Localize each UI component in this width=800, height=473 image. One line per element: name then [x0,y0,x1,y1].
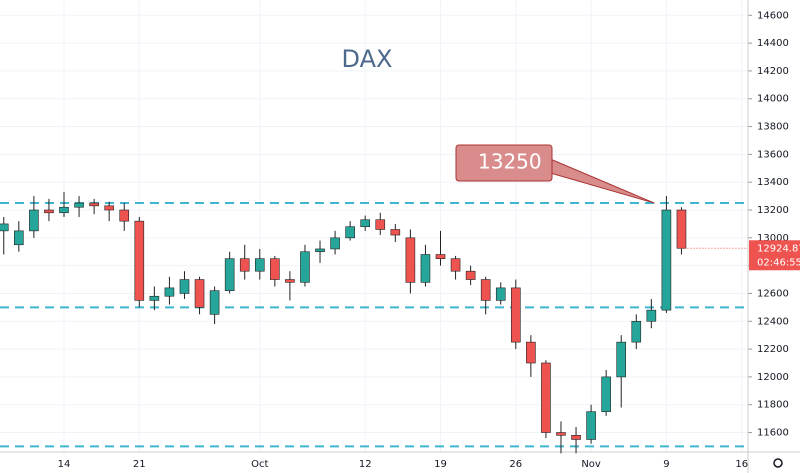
candle-body [224,258,235,291]
y-tick-label: 13200 [757,205,789,216]
candle-body [254,258,265,272]
candle-body [164,287,175,297]
candle-body [285,279,295,283]
candle-body [420,254,431,283]
x-tick-label: 16 [735,459,748,470]
candle-body [239,258,250,272]
candle-body [104,205,114,211]
candle-body [74,202,84,208]
candle-body [661,209,672,311]
candle-body [465,270,476,280]
y-tick-label: 13800 [757,122,789,133]
y-tick-label: 14600 [757,10,789,21]
candle-body [0,223,9,232]
callout-pointer [539,157,655,204]
candle-body [149,295,160,301]
x-tick-label: 19 [434,459,447,470]
y-tick-label: 13000 [757,233,789,244]
y-tick-label: 14000 [757,94,789,105]
chart-title: DAX [342,45,393,73]
candle-body [29,209,39,232]
candle-body [510,287,521,343]
x-tick-label: 26 [509,459,522,470]
candle-body [495,287,506,301]
candle-body [616,341,627,378]
candle-body [14,230,24,246]
candle-body [345,226,355,239]
candle-body [526,341,536,364]
x-tick-label: 14 [58,459,71,470]
candle-body [360,219,371,227]
settings-icon[interactable] [773,458,783,468]
candle-body [194,279,205,308]
candle-body [330,237,340,250]
candle-body [315,248,325,253]
y-tick-label: 11600 [757,428,789,439]
y-tick-label: 12400 [757,316,789,327]
candle-body [59,206,69,214]
candle-body [300,251,310,283]
y-tick-label: 13600 [757,149,789,160]
candle-body [209,290,220,315]
candle-body [375,219,386,230]
candle-body [405,237,416,283]
y-tick-label: 14200 [757,66,789,77]
last-price-box [749,240,800,271]
y-tick-label: 11800 [757,400,789,411]
y-tick-label: 12200 [757,344,789,355]
candle-body [571,435,581,440]
callout-text: 13250 [478,150,542,174]
candle-body [450,258,461,272]
y-tick-label: 13400 [757,177,789,188]
candle-body [89,202,99,207]
candle-body [435,254,446,259]
candle-body [390,229,401,236]
candle-body [480,279,491,301]
y-tick-label: 12000 [757,372,789,383]
candle-body [601,376,611,412]
candle-body [646,309,657,322]
gear [773,458,783,468]
candle-body [134,220,145,301]
candle-body [179,279,190,294]
y-tick-label: 14400 [757,38,789,49]
candle-body [270,258,280,280]
candle-body [44,209,54,214]
callout-box [455,144,553,182]
candle-body [676,209,687,249]
candle-body [119,209,130,222]
countdown-label: 02:46:55 [757,257,800,268]
x-tick-label: Oct [251,459,268,470]
x-tick-label: 12 [359,459,372,470]
candle-body [586,411,596,440]
candle-body [541,362,551,433]
x-tick-label: 9 [663,459,669,470]
candle-body [631,320,642,343]
x-tick-label: Nov [581,459,601,470]
last-price-label: 12924.87 [757,243,800,254]
y-tick-label: 12600 [757,288,789,299]
x-tick-label: 21 [133,459,146,470]
candle-body [556,432,566,436]
